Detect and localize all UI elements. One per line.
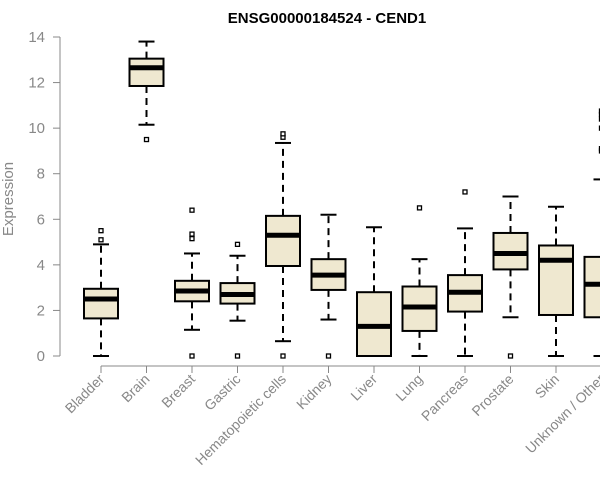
outlier-point [98, 237, 104, 243]
box-plot [447, 189, 483, 357]
box-plot [310, 213, 347, 359]
y-tick-label: 6 [37, 211, 45, 228]
x-tick-label: Unknown / Other [522, 371, 600, 457]
x-tick-label: Liver [347, 371, 380, 404]
y-axis-label: Expression [0, 162, 17, 236]
y-tick-label: 2 [37, 302, 45, 319]
outlier-point [325, 353, 332, 359]
box-body [265, 214, 301, 267]
outlier-point [143, 136, 150, 143]
box-body [128, 57, 165, 87]
outlier-point [189, 353, 195, 359]
box-plot [356, 226, 392, 358]
outlier-point [280, 131, 286, 137]
box-plot [265, 131, 301, 359]
box-body [538, 244, 574, 316]
box-plot [401, 205, 438, 357]
x-tick-label: Pancreas [418, 371, 471, 424]
y-tick-label: 14 [28, 29, 45, 46]
outlier-point [280, 353, 286, 359]
box-plot [219, 241, 256, 359]
x-tick-label: Lung [392, 371, 425, 404]
y-tick-label: 4 [37, 257, 45, 274]
box-plot [538, 205, 574, 357]
outlier-point [507, 353, 514, 359]
x-tick-label: Prostate [468, 371, 516, 419]
y-axis: 0 2 4 6 8 10 12 14 [28, 29, 61, 365]
box-plot [492, 195, 529, 359]
x-tick-label: Breast [158, 371, 198, 411]
box-plot [174, 207, 210, 359]
x-tick-label: Hematopoietic cells [192, 371, 289, 468]
box-body [583, 255, 600, 319]
outlier-point [189, 207, 195, 213]
x-tick-label: Brain [118, 371, 152, 405]
outlier-point [98, 228, 104, 234]
box-plot [83, 228, 119, 357]
outlier-point [189, 236, 195, 242]
box-plot [128, 40, 165, 143]
box-plot [583, 108, 600, 357]
y-tick-label: 8 [37, 166, 45, 183]
box-plots [83, 40, 600, 359]
outlier-point [234, 353, 241, 359]
box-body [83, 287, 119, 320]
y-tick-label: 12 [28, 75, 45, 92]
y-tick-label: 0 [37, 348, 45, 365]
y-tick-label: 10 [28, 120, 45, 137]
x-tick-label: Gastric [201, 371, 244, 414]
x-tick-label: Kidney [293, 371, 335, 413]
outlier-point [462, 189, 468, 195]
outlier-point [416, 205, 423, 211]
outlier-point [189, 231, 195, 237]
x-tick-label: Skin [532, 371, 563, 402]
x-tick-label: Bladder [62, 371, 108, 417]
chart-title: ENSG00000184524 - CEND1 [228, 10, 426, 27]
outlier-point [234, 241, 241, 248]
